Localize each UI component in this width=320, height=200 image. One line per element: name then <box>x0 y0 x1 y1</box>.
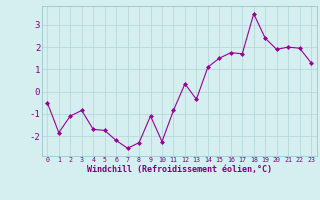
X-axis label: Windchill (Refroidissement éolien,°C): Windchill (Refroidissement éolien,°C) <box>87 165 272 174</box>
